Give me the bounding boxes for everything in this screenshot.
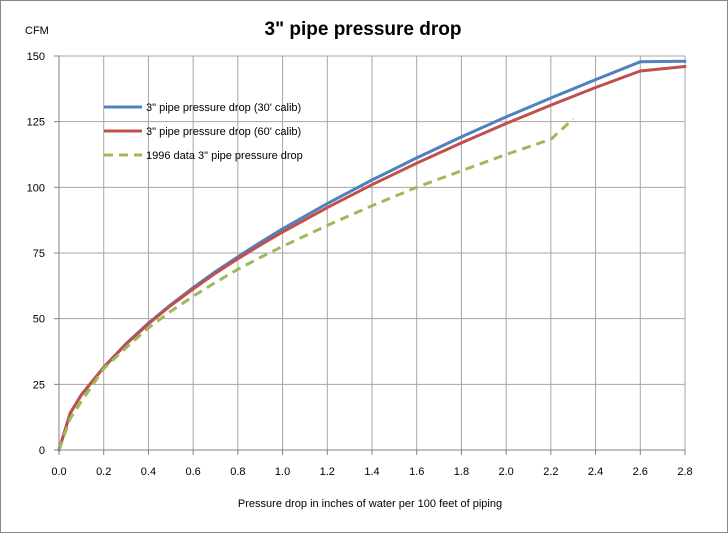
y-tick-label: 25 (33, 379, 45, 391)
x-tick-label: 2.4 (588, 466, 603, 478)
legend-label-1: 3" pipe pressure drop (30' calib) (146, 102, 301, 114)
legend-label-3: 1996 data 3" pipe pressure drop (146, 150, 303, 162)
x-tick-label: 0.2 (96, 466, 111, 478)
x-axis-label: Pressure drop in inches of water per 100… (238, 498, 502, 510)
x-tick-label: 2.6 (633, 466, 648, 478)
y-tick-label: 125 (27, 117, 45, 129)
x-tick-label: 1.8 (454, 466, 469, 478)
x-tick-label: 1.4 (364, 466, 379, 478)
y-tick-label: 100 (27, 182, 45, 194)
y-tick-label: 150 (27, 51, 45, 63)
y-tick-label: 0 (39, 445, 45, 457)
chart-title: 3" pipe pressure drop (265, 19, 462, 40)
series-layer (57, 59, 687, 452)
x-tick-label: 1.6 (409, 466, 424, 478)
x-tick-label: 0.4 (141, 466, 156, 478)
x-tick-label: 2.8 (677, 466, 692, 478)
y-tick-label: 50 (33, 314, 45, 326)
x-tick-label: 2.2 (543, 466, 558, 478)
y-tick-label: 75 (33, 248, 45, 260)
x-tick-label: 0.8 (230, 466, 245, 478)
grid-layer (59, 55, 686, 450)
x-tick-label: 1.2 (320, 466, 335, 478)
x-tick-label: 0.0 (51, 466, 66, 478)
axis-layer: 0.0 0.2 0.4 0.6 0.8 1.0 1.2 1.4 1.6 1.8 2.0 2.2 2.4 2… (27, 51, 693, 478)
legend-label-2: 3" pipe pressure drop (60' calib) (146, 126, 301, 138)
legend: 3" pipe pressure drop (30' calib) 3" pipe… (104, 102, 303, 162)
series-line-3 (57, 117, 575, 451)
y-axis-label: CFM (25, 25, 49, 37)
x-tick-label: 0.6 (185, 466, 200, 478)
x-tick-label: 1.0 (275, 466, 290, 478)
x-tick-label: 2.0 (498, 466, 513, 478)
